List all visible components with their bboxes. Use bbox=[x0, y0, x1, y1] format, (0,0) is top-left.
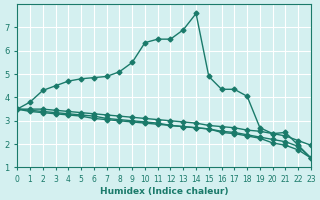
X-axis label: Humidex (Indice chaleur): Humidex (Indice chaleur) bbox=[100, 187, 228, 196]
